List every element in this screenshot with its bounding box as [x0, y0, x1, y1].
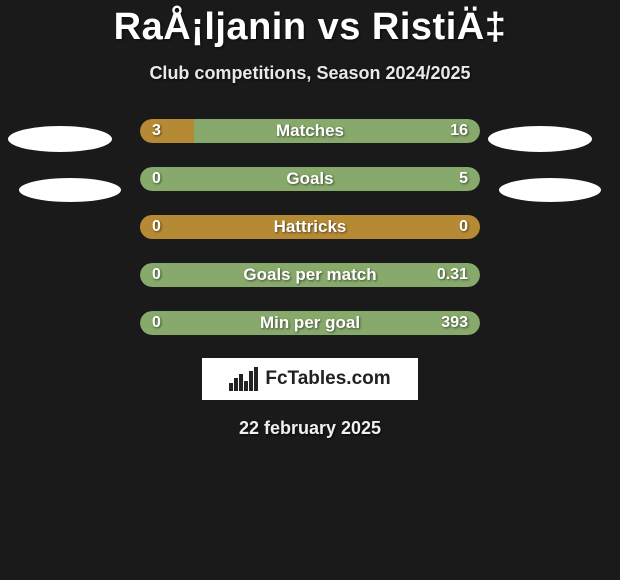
stat-row: 00Hattricks: [0, 214, 620, 240]
stat-label: Goals: [140, 167, 480, 191]
logo-bar-segment: [229, 383, 233, 391]
logo-bar-segment: [249, 371, 253, 391]
logo-bar-segment: [254, 367, 258, 391]
team-badge-placeholder: [488, 126, 592, 152]
date-label: 22 february 2025: [0, 418, 620, 439]
comparison-card: RaÅ¡ljanin vs RistiÄ‡ Club competitions,…: [0, 0, 620, 580]
logo-bar-segment: [244, 381, 248, 391]
stat-row: 00.31Goals per match: [0, 262, 620, 288]
stat-bar: 00Hattricks: [140, 215, 480, 239]
logo-bars-icon: [229, 367, 261, 391]
page-subtitle: Club competitions, Season 2024/2025: [0, 63, 620, 84]
fctables-logo[interactable]: FcTables.com: [202, 358, 418, 400]
logo-text: FcTables.com: [265, 368, 390, 390]
team-badge-placeholder: [19, 178, 121, 202]
stat-bar: 00.31Goals per match: [140, 263, 480, 287]
logo-bar-segment: [234, 378, 238, 391]
stat-bar: 05Goals: [140, 167, 480, 191]
team-badge-placeholder: [499, 178, 601, 202]
team-badge-placeholder: [8, 126, 112, 152]
logo-inner: FcTables.com: [229, 367, 390, 391]
logo-bar-segment: [239, 374, 243, 391]
stat-label: Min per goal: [140, 311, 480, 335]
stat-label: Goals per match: [140, 263, 480, 287]
page-title: RaÅ¡ljanin vs RistiÄ‡: [0, 0, 620, 49]
stat-bar: 0393Min per goal: [140, 311, 480, 335]
stat-label: Hattricks: [140, 215, 480, 239]
stat-label: Matches: [140, 119, 480, 143]
stat-bar: 316Matches: [140, 119, 480, 143]
stat-row: 0393Min per goal: [0, 310, 620, 336]
